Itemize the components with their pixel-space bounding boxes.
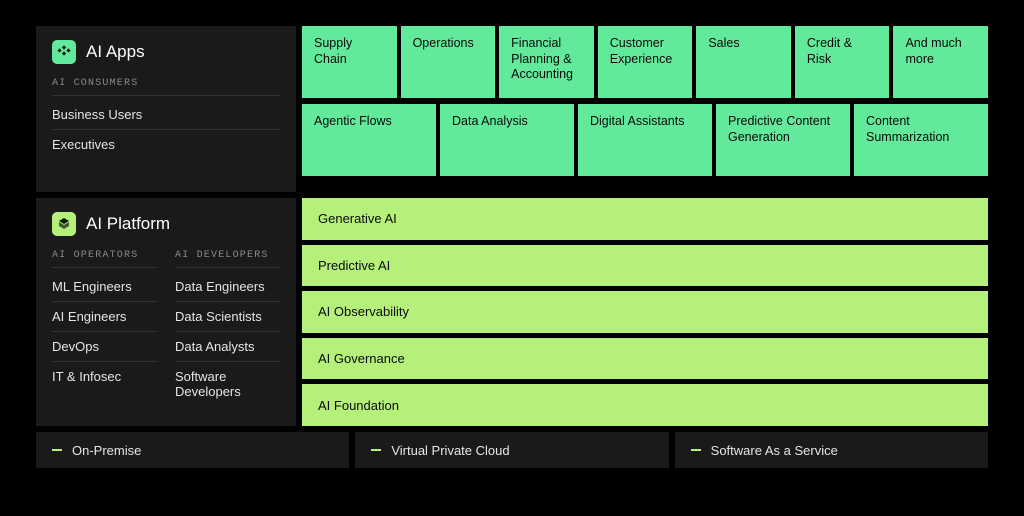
deployment-label: On-Premise	[72, 443, 141, 458]
ai-platform-title: AI Platform	[86, 214, 170, 234]
platform-layer: Predictive AI	[302, 245, 988, 287]
ai-consumers-label: AI CONSUMERS	[52, 78, 280, 96]
ai-developers-label: AI DEVELOPERS	[175, 250, 280, 268]
platform-layer: Generative AI	[302, 198, 988, 240]
app-box: And much more	[893, 26, 988, 98]
developer-item: Data Engineers	[175, 272, 280, 302]
ai-consumers-list: Business UsersExecutives	[52, 100, 280, 159]
app-box: Credit & Risk	[795, 26, 890, 98]
apps-row-1: Supply ChainOperationsFinancial Planning…	[302, 26, 988, 98]
app-capability-box: Content Summarization	[854, 104, 988, 176]
operator-item: AI Engineers	[52, 302, 157, 332]
developer-item: Data Scientists	[175, 302, 280, 332]
app-capability-box: Digital Assistants	[578, 104, 712, 176]
app-box: Customer Experience	[598, 26, 693, 98]
platform-roles: AI OPERATORS ML EngineersAI EngineersDev…	[52, 250, 280, 406]
operator-item: DevOps	[52, 332, 157, 362]
ai-platform-section: AI Platform AI OPERATORS ML EngineersAI …	[36, 198, 988, 426]
deployment-label: Software As a Service	[711, 443, 838, 458]
app-box: Financial Planning & Accounting	[499, 26, 594, 98]
operator-item: ML Engineers	[52, 272, 157, 302]
deployment-option: On-Premise	[36, 432, 349, 468]
dash-icon	[52, 449, 62, 451]
developer-item: Data Analysts	[175, 332, 280, 362]
dash-icon	[691, 449, 701, 451]
platform-icon	[52, 212, 76, 236]
app-box: Sales	[696, 26, 791, 98]
consumer-item: Executives	[52, 130, 280, 159]
app-box: Supply Chain	[302, 26, 397, 98]
platform-layer: AI Governance	[302, 338, 988, 380]
deployment-label: Virtual Private Cloud	[391, 443, 509, 458]
ai-platform-header: AI Platform	[52, 212, 280, 236]
deployment-option: Software As a Service	[675, 432, 988, 468]
ai-operators-label: AI OPERATORS	[52, 250, 157, 268]
app-capability-box: Data Analysis	[440, 104, 574, 176]
ai-developers-col: AI DEVELOPERS Data EngineersData Scienti…	[175, 250, 280, 406]
platform-layers: Generative AI Predictive AIAI Observabili…	[302, 198, 988, 426]
platform-layer: AI Observability	[302, 291, 988, 333]
platform-layer: AI Foundation	[302, 384, 988, 426]
ai-apps-header: AI Apps	[52, 40, 280, 64]
app-box: Operations	[401, 26, 496, 98]
ai-apps-grid: Supply ChainOperationsFinancial Planning…	[302, 26, 988, 192]
ai-apps-sidebar: AI Apps AI CONSUMERS Business UsersExecu…	[36, 26, 296, 192]
ai-platform-sidebar: AI Platform AI OPERATORS ML EngineersAI …	[36, 198, 296, 426]
app-capability-box: Agentic Flows	[302, 104, 436, 176]
apps-icon	[52, 40, 76, 64]
ai-apps-section: AI Apps AI CONSUMERS Business UsersExecu…	[36, 26, 988, 192]
ai-operators-col: AI OPERATORS ML EngineersAI EngineersDev…	[52, 250, 157, 406]
consumer-item: Business Users	[52, 100, 280, 130]
deployment-option: Virtual Private Cloud	[355, 432, 668, 468]
app-capability-box: Predictive Content Generation	[716, 104, 850, 176]
ai-apps-title: AI Apps	[86, 42, 145, 62]
apps-row-2: Agentic FlowsData AnalysisDigital Assist…	[302, 104, 988, 176]
deployment-footer: On-Premise Virtual Private Cloud Software …	[36, 432, 988, 468]
operator-item: IT & Infosec	[52, 362, 157, 391]
dash-icon	[371, 449, 381, 451]
developer-item: Software Developers	[175, 362, 280, 406]
